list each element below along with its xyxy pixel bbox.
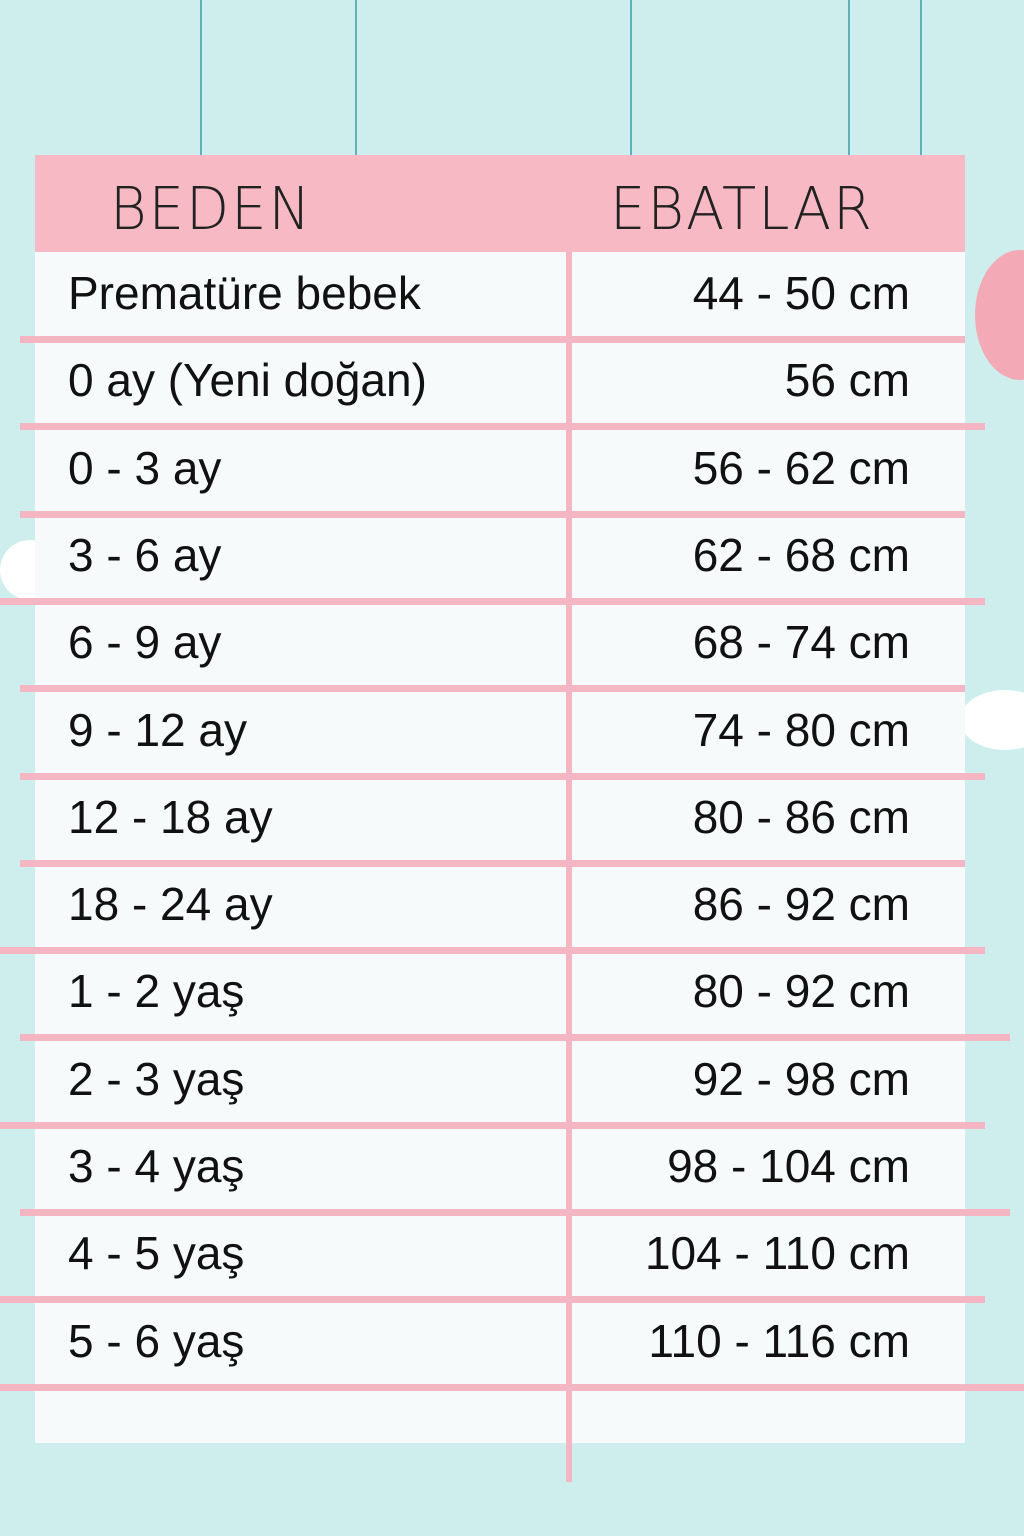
size-cell: Prematüre bebek — [68, 267, 421, 319]
size-cell: 18 - 24 ay — [68, 878, 273, 931]
measure-cell: 92 - 98 cm — [692, 1052, 910, 1105]
row-divider — [20, 1209, 1010, 1216]
row-divider — [0, 1383, 1024, 1391]
row-divider — [0, 947, 985, 955]
size-chart-card — [35, 155, 965, 1443]
size-cell: 3 - 4 yaş — [68, 1140, 245, 1192]
hanging-string — [630, 0, 632, 155]
hanging-string — [920, 0, 922, 155]
decoration-pacifier — [975, 250, 1024, 380]
measure-cell: 86 - 92 cm — [692, 878, 910, 931]
row-divider — [0, 1296, 985, 1304]
table-row: 0 - 3 ay 56 - 62 cm — [35, 427, 965, 514]
size-cell: 1 - 2 yaş — [68, 965, 245, 1018]
row-divider — [20, 423, 985, 431]
measure-cell: 62 - 68 cm — [692, 528, 910, 581]
row-divider — [20, 336, 965, 343]
hanging-string — [200, 0, 202, 155]
size-cell: 4 - 5 yaş — [68, 1227, 245, 1280]
table-row: 5 - 6 yaş 110 - 116 cm — [35, 1300, 965, 1387]
table-row: Prematüre bebek 44 - 50 cm — [35, 252, 965, 339]
table-row: 1 - 2 yaş 80 - 92 cm — [35, 950, 965, 1037]
table-row: 9 - 12 ay 74 - 80 cm — [35, 689, 965, 776]
table-row: 3 - 4 yaş 98 - 104 cm — [35, 1125, 965, 1212]
size-cell: 0 - 3 ay — [68, 441, 222, 494]
size-cell: 3 - 6 ay — [68, 528, 222, 581]
measure-cell: 98 - 104 cm — [667, 1140, 910, 1192]
column-divider — [566, 252, 572, 1482]
measure-cell: 74 - 80 cm — [692, 703, 910, 756]
header-ebatlar: EBATLAR — [610, 175, 874, 244]
row-divider — [20, 1034, 1010, 1042]
table-row: 12 - 18 ay 80 - 86 cm — [35, 776, 965, 863]
size-cell: 9 - 12 ay — [68, 703, 247, 756]
size-cell: 0 ay (Yeni doğan) — [68, 354, 427, 407]
size-cell: 2 - 3 yaş — [68, 1052, 245, 1105]
measure-cell: 56 cm — [784, 354, 910, 407]
measure-cell: 110 - 116 cm — [648, 1314, 910, 1367]
table-row: 3 - 6 ay 62 - 68 cm — [35, 514, 965, 601]
measure-cell: 44 - 50 cm — [692, 267, 910, 319]
size-cell: 5 - 6 yaş — [68, 1314, 245, 1367]
row-divider — [0, 597, 985, 605]
row-divider — [20, 685, 965, 693]
measure-cell: 56 - 62 cm — [692, 441, 910, 494]
table-row: 0 ay (Yeni doğan) 56 cm — [35, 339, 965, 426]
row-divider — [20, 772, 985, 780]
measure-cell: 104 - 110 cm — [644, 1227, 910, 1280]
size-cell: 12 - 18 ay — [68, 790, 273, 843]
row-divider — [20, 510, 965, 518]
hanging-string — [848, 0, 850, 155]
table-row: 2 - 3 yaş 92 - 98 cm — [35, 1038, 965, 1125]
size-cell: 6 - 9 ay — [68, 616, 222, 669]
header-beden: BEDEN — [110, 175, 313, 244]
measure-cell: 68 - 74 cm — [692, 616, 910, 669]
measure-cell: 80 - 92 cm — [692, 965, 910, 1018]
table-row: 6 - 9 ay 68 - 74 cm — [35, 601, 965, 688]
decoration-cloud — [960, 690, 1024, 750]
table-header: BEDEN EBATLAR — [35, 155, 965, 252]
hanging-string — [355, 0, 357, 155]
row-divider — [0, 1121, 985, 1129]
measure-cell: 80 - 86 cm — [692, 790, 910, 843]
table-row: 4 - 5 yaş 104 - 110 cm — [35, 1212, 965, 1299]
table-row: 18 - 24 ay 86 - 92 cm — [35, 863, 965, 950]
row-divider — [20, 859, 965, 867]
